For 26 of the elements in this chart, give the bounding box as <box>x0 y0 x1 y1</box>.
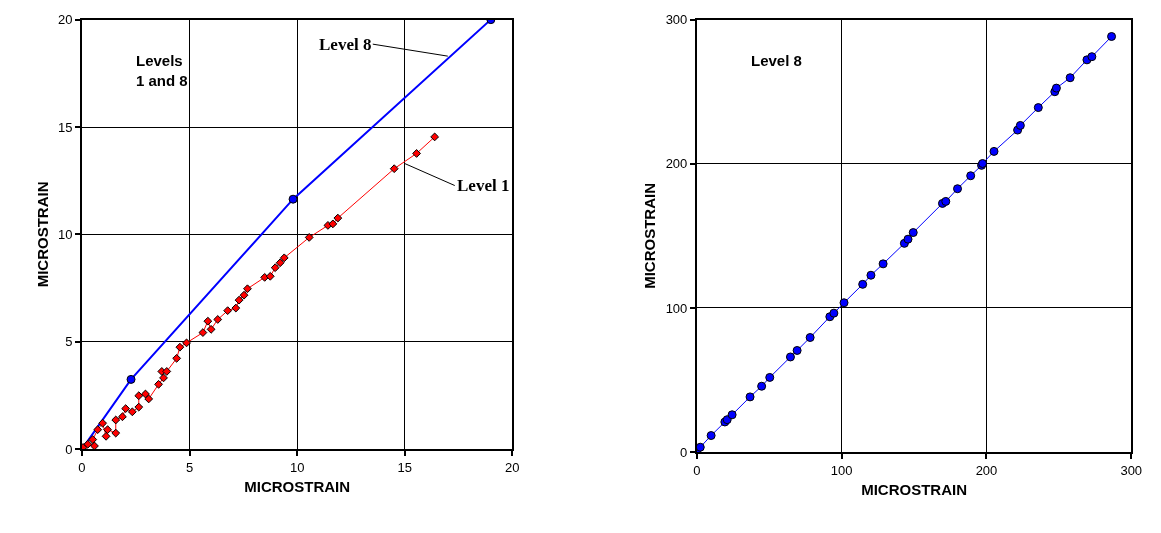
y-tick-label: 5 <box>65 334 73 350</box>
x-tick-label: 15 <box>397 459 412 475</box>
annotation: Level 8 <box>319 35 372 54</box>
x-axis-title: MICROSTRAIN <box>244 478 351 496</box>
y-axis-title: MICROSTRAIN <box>641 182 659 289</box>
x-tick-label: 20 <box>505 459 520 475</box>
x-tick-label: 0 <box>693 462 701 478</box>
x-tick-label: 0 <box>78 459 86 475</box>
y-tick-label: 20 <box>57 12 73 28</box>
x-tick-label: 300 <box>1120 462 1143 478</box>
y-tick-label: 10 <box>57 226 73 242</box>
x-tick-label: 100 <box>830 462 853 478</box>
y-tick-label: 300 <box>665 12 688 28</box>
y-tick-label: 0 <box>65 441 73 457</box>
y-axis-title: MICROSTRAIN <box>33 181 51 288</box>
x-tick-label: 200 <box>975 462 998 478</box>
x-tick-label: 5 <box>185 459 194 475</box>
x-axis-title: MICROSTRAIN <box>861 481 967 499</box>
annotation: Levels 1 and 8 <box>136 52 188 89</box>
y-tick-label: 0 <box>680 444 688 460</box>
x-tick-label: 10 <box>289 459 305 475</box>
y-tick-label: 100 <box>665 300 688 316</box>
annotation: Level 8 <box>751 52 802 69</box>
annotation: Level 1 <box>457 176 510 195</box>
y-tick-label: 200 <box>665 156 688 172</box>
y-tick-label: 15 <box>57 119 73 135</box>
